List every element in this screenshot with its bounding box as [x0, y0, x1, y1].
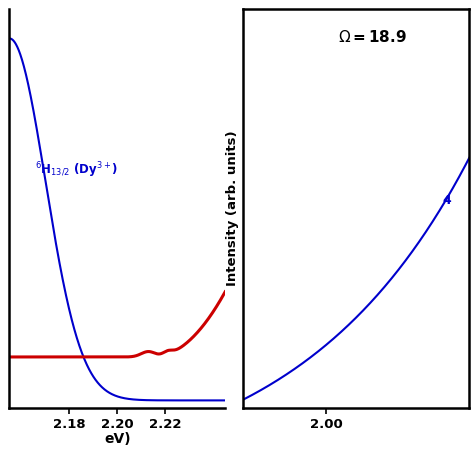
X-axis label: eV): eV)	[104, 432, 131, 447]
Text: (b): (b)	[180, 0, 209, 1]
Text: $^6$H$_{13/2}$ (Dy$^{3+}$): $^6$H$_{13/2}$ (Dy$^{3+}$)	[36, 161, 118, 180]
Text: $\mathit{\Omega}$$\mathbf{=18.9}$: $\mathit{\Omega}$$\mathbf{=18.9}$	[338, 29, 407, 46]
Y-axis label: Intensity (arb. units): Intensity (arb. units)	[226, 131, 238, 286]
Text: $\times$10$^{-2}$ eV$^{-5}$: $\times$10$^{-2}$ eV$^{-5}$	[14, 0, 96, 1]
Text: 4: 4	[442, 194, 451, 207]
